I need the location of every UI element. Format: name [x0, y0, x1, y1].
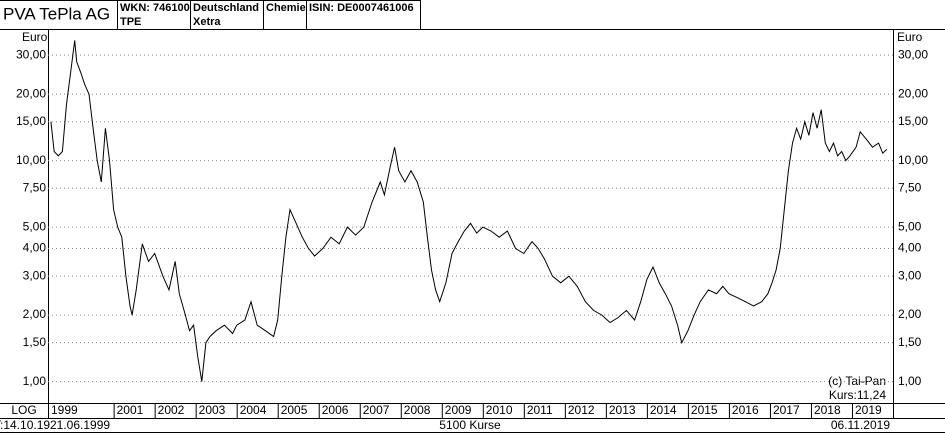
y-tick-label: 1,50	[23, 335, 47, 349]
x-tick-label: 2004	[240, 403, 267, 417]
country: Deutschland	[193, 2, 259, 14]
annotation: (c) Tai-Pan	[828, 374, 886, 388]
x-tick-label: 2003	[199, 403, 226, 417]
x-tick-label: 2007	[363, 403, 390, 417]
y-tick-label: 4,00	[23, 241, 47, 255]
price-line	[50, 40, 888, 382]
y-tick-label: 5,00	[23, 219, 47, 233]
x-tick-label: 2002	[158, 403, 185, 417]
x-tick-label: 2001	[117, 403, 144, 417]
y-axis-label: Euro	[22, 30, 48, 44]
x-tick-label: 2010	[486, 403, 513, 417]
x-tick-label: 2005	[281, 403, 308, 417]
x-tick-label: 2017	[773, 403, 800, 417]
y-tick-label: 7,50	[23, 180, 47, 194]
y-tick-label: 7,50	[898, 180, 922, 194]
y-axis-label: Euro	[897, 30, 923, 44]
y-tick-label: 15,00	[898, 114, 928, 128]
x-tick-label: 2014	[650, 403, 677, 417]
scale-mode: LOG	[11, 403, 36, 417]
y-tick-label: 30,00	[16, 47, 46, 61]
annotation: Kurs:11,24	[829, 388, 886, 402]
x-tick-label: 2009	[445, 403, 472, 417]
x-tick-label: 2016	[732, 403, 759, 417]
y-tick-label: 1,00	[23, 374, 47, 388]
symbol: TPE	[120, 16, 141, 28]
x-tick-label: 2012	[568, 403, 595, 417]
y-tick-label: 4,00	[898, 241, 922, 255]
isin: ISIN: DE0007461006	[309, 2, 414, 14]
end-date: 06.11.2019	[831, 418, 890, 432]
wkn: WKN: 746100	[120, 2, 190, 14]
y-tick-label: 3,00	[898, 268, 922, 282]
y-tick-label: 15,00	[16, 114, 46, 128]
x-tick-label: 1999	[51, 403, 78, 417]
y-tick-label: 20,00	[16, 86, 46, 100]
sector: Chemie	[266, 2, 306, 14]
y-tick-label: 30,00	[898, 47, 928, 61]
x-tick-label: 2018	[814, 403, 841, 417]
y-tick-label: 1,00	[898, 374, 922, 388]
x-tick-label: 2008	[404, 403, 431, 417]
y-tick-label: 20,00	[898, 86, 928, 100]
x-tick-label: 2019	[855, 403, 882, 417]
x-tick-label: 2006	[322, 403, 349, 417]
exchange: Xetra	[193, 16, 221, 28]
y-tick-label: 5,00	[898, 219, 922, 233]
y-tick-label: 10,00	[898, 153, 928, 167]
quote-count: 5100 Kurse	[439, 418, 501, 432]
y-tick-label: 10,00	[16, 153, 46, 167]
update-date: T:14.10.19	[0, 418, 50, 432]
y-tick-label: 3,00	[23, 268, 47, 282]
y-tick-label: 2,00	[23, 307, 47, 321]
x-tick-label: 2015	[691, 403, 718, 417]
y-tick-label: 2,00	[898, 307, 922, 321]
x-tick-label: 2013	[609, 403, 636, 417]
y-tick-label: 1,50	[898, 335, 922, 349]
x-tick-label: 2011	[527, 403, 553, 417]
start-date: 21.06.1999	[50, 418, 110, 432]
stock-name: PVA TePla AG	[3, 4, 110, 23]
